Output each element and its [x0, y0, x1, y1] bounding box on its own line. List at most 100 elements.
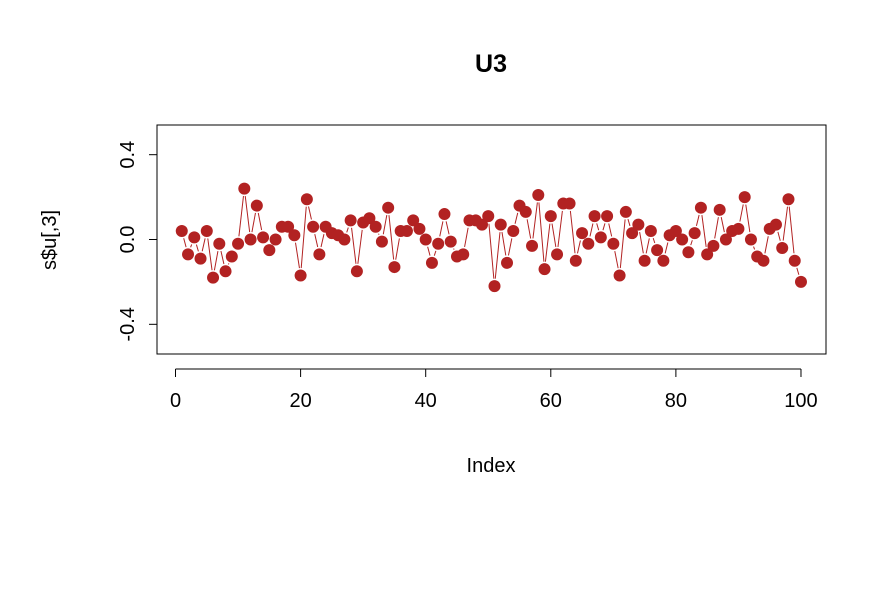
series-segment [602, 223, 606, 231]
data-point [413, 222, 426, 235]
data-point [507, 225, 520, 238]
data-point [313, 248, 326, 261]
data-point [669, 225, 682, 238]
series-segment [652, 237, 656, 244]
series-segment [464, 227, 469, 248]
data-point [694, 201, 707, 214]
data-point [432, 237, 445, 250]
series-segment [614, 251, 619, 269]
data-point [219, 265, 232, 278]
series-segment [494, 232, 501, 279]
data-point [200, 225, 213, 238]
series-segment [532, 202, 538, 239]
series-segment [190, 244, 193, 248]
series-segment [557, 210, 563, 247]
data-point [569, 254, 582, 267]
data-point [594, 231, 607, 244]
series-segment [695, 214, 700, 226]
data-point [688, 227, 701, 240]
data-point [776, 241, 789, 254]
series-segment [690, 240, 693, 246]
x-tick-label: 0 [170, 390, 181, 412]
data-point [494, 218, 507, 231]
data-point [188, 231, 201, 244]
data-point [794, 275, 807, 288]
series-segment [796, 267, 800, 275]
series-segment [720, 217, 725, 233]
y-axis: -0.4 0.0 0.4 [117, 141, 158, 342]
series-segment [627, 218, 631, 227]
data-point [419, 233, 432, 246]
data-point [350, 265, 363, 278]
data-point [207, 271, 220, 284]
series-segment [714, 217, 719, 239]
data-point [563, 197, 576, 210]
x-tick-label: 80 [665, 390, 687, 412]
data-point [438, 208, 451, 221]
series-segment [501, 231, 507, 256]
data-point [576, 227, 589, 240]
x-axis-label: Index [467, 455, 516, 477]
data-point [638, 254, 651, 267]
data-point [232, 237, 245, 250]
data-point [269, 233, 282, 246]
series-segment [388, 215, 395, 260]
series-segment [596, 223, 600, 231]
chart-title: U3 [475, 50, 507, 78]
series-segment [782, 206, 789, 241]
data-point [651, 244, 664, 257]
data-point [338, 233, 351, 246]
x-tick-label: 100 [784, 390, 817, 412]
series-segment [220, 250, 225, 265]
series-segment [300, 206, 307, 269]
data-point [732, 222, 745, 235]
data-point [526, 239, 539, 252]
series-segment [244, 195, 251, 233]
y-tick-label: -0.4 [117, 307, 139, 341]
data-point [457, 248, 470, 261]
data-point [613, 269, 626, 282]
series-segment [439, 221, 444, 237]
series-segment [320, 233, 325, 248]
series-segment [207, 238, 213, 271]
data-point [769, 218, 782, 231]
series-lines [183, 195, 800, 279]
data-point [282, 220, 295, 233]
series-segment [701, 215, 707, 247]
data-point [194, 252, 207, 265]
series-segment [788, 206, 795, 254]
data-point [719, 233, 732, 246]
series-segment [257, 212, 263, 231]
series-segment [576, 240, 581, 254]
data-point [244, 233, 257, 246]
data-point [175, 225, 188, 238]
series-segment [445, 221, 450, 235]
data-point [294, 269, 307, 282]
data-point [544, 210, 557, 223]
data-point [788, 254, 801, 267]
data-point [757, 254, 770, 267]
series-segment [201, 238, 206, 252]
series-segment [427, 246, 431, 256]
series-segment [777, 231, 781, 241]
series-segment [308, 206, 312, 220]
data-point [344, 214, 357, 227]
data-point [388, 261, 401, 274]
data-point [632, 218, 645, 231]
data-point [701, 248, 714, 261]
y-tick-label: 0.4 [117, 141, 139, 169]
data-point [713, 203, 726, 216]
data-point [707, 239, 720, 252]
data-point [519, 205, 532, 218]
series-segment [382, 214, 388, 235]
data-point [288, 229, 301, 242]
x-tick-label: 20 [289, 390, 311, 412]
series-segment [213, 251, 219, 271]
data-point [400, 225, 413, 238]
data-point [588, 210, 601, 223]
data-point [213, 237, 226, 250]
x-axis: 0 20 40 60 80 100 [170, 368, 818, 412]
data-point [238, 182, 251, 195]
series-segment [251, 212, 256, 233]
